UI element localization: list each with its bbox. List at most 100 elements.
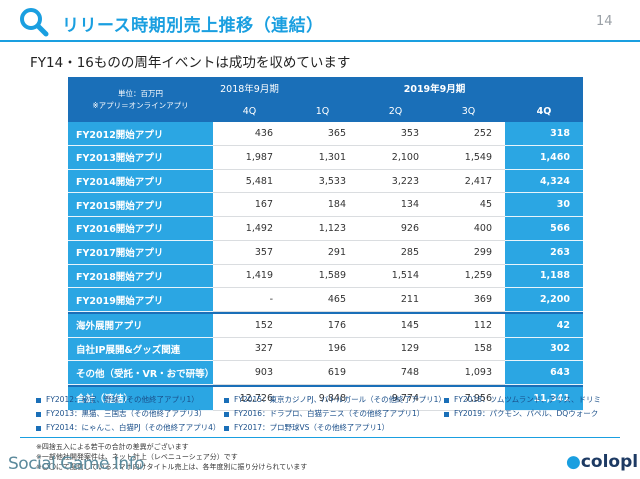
legend-column-2: FY2015：東京カジノPJ、バトルガール（その他終了アプリ1） FY2016：… [224, 393, 446, 435]
table-cell: - [213, 288, 286, 312]
page-title: リリース時期別売上推移（連結） [62, 16, 324, 36]
table-cell: 353 [359, 122, 432, 147]
table-cell: 369 [432, 288, 505, 312]
table-cell: 436 [213, 122, 286, 147]
legend-item: FY2016：ドラプロ、白猫テニス（その他終了アプリ1） [224, 407, 446, 421]
row-label: FY2013開始アプリ [68, 146, 213, 170]
colopl-logo: ●colopl [566, 452, 638, 472]
table-cell: 327 [213, 337, 286, 362]
total-row: 合計（連結） 12,726 9,848 9,774 7,956 11,341 [68, 384, 583, 411]
footnotes: ※四捨五入による若干の合計の差異がございます ※一部他社開発案件は、ネット計上（… [36, 442, 307, 472]
table-cell: 263 [505, 240, 583, 265]
legend-item: FY2018：ツムツムランド、アリス、ドリミ [444, 393, 601, 407]
table-cell: 619 [286, 361, 359, 385]
legend-column-1: FY2012：秘宝、野球（その他終了アプリ1） FY2013：黒猫、三国志（その… [36, 393, 220, 435]
table-cell: 299 [432, 240, 505, 265]
table-row: 自社IP展開&グッズ関連 327 196 129 158 302 [68, 337, 583, 362]
bullet-square-icon [36, 397, 41, 403]
table-cell: 3,533 [286, 169, 359, 194]
table-cell: 184 [286, 193, 359, 218]
table-cell: 1,419 [213, 264, 286, 289]
table-cell: 252 [432, 122, 505, 147]
quarter-header: 2Q [359, 99, 432, 123]
table-cell: 1,093 [432, 361, 505, 385]
watermark: Social Game Info [8, 454, 145, 474]
unit-note: ※アプリ＝オンラインアプリ [92, 100, 189, 110]
sales-table: 単位：百万円 ※アプリ＝オンラインアプリ 2018年9月期 2019年9月期 4… [68, 77, 583, 411]
table-row: FY2014開始アプリ 5,481 3,533 3,223 2,417 4,324 [68, 169, 583, 194]
table-cell: 5,481 [213, 169, 286, 194]
table-cell: 465 [286, 288, 359, 312]
table-cell: 211 [359, 288, 432, 312]
table-cell: 400 [432, 217, 505, 241]
row-label: FY2019開始アプリ [68, 288, 213, 312]
table-cell: 1,492 [213, 217, 286, 241]
table-cell: 152 [213, 311, 286, 338]
bullet-square-icon [224, 425, 229, 431]
bullet-square-icon [224, 411, 229, 417]
year-2018-header: 2018年9月期 [213, 77, 286, 100]
table-cell: 3,223 [359, 169, 432, 194]
table-cell: 926 [359, 217, 432, 241]
bullet-square-icon [444, 411, 449, 417]
table-cell: 158 [432, 337, 505, 362]
slide-subtitle: FY14・16ものの周年イベントは成功を収めています [30, 55, 351, 71]
table-cell: 285 [359, 240, 432, 265]
quarter-header: 4Q [505, 99, 583, 123]
table-cell: 302 [505, 337, 583, 362]
table-cell: 42 [505, 311, 583, 338]
bullet-square-icon [444, 397, 449, 403]
bullet-square-icon [36, 425, 41, 431]
year-2019-header: 2019年9月期 [286, 77, 583, 100]
table-cell: 112 [432, 311, 505, 338]
unit-header: 単位：百万円 ※アプリ＝オンラインアプリ [68, 77, 213, 123]
row-label: FY2015開始アプリ [68, 193, 213, 218]
table-cell: 1,549 [432, 146, 505, 170]
table-cell: 9,774 [359, 384, 432, 411]
table-cell: 365 [286, 122, 359, 147]
logo-mark-icon: ● [566, 452, 581, 472]
table-cell: 643 [505, 361, 583, 385]
row-label: その他（受託・VR・おで研等） [68, 361, 214, 385]
footer-divider [20, 437, 620, 438]
table-cell: 11,341 [505, 384, 583, 411]
legend-item: FY2014：にゃんこ、白猫PJ（その他終了アプリ4） [36, 421, 220, 435]
table-cell: 566 [505, 217, 583, 241]
bullet-square-icon [224, 397, 229, 403]
table-row: FY2017開始アプリ 357 291 285 299 263 [68, 240, 583, 265]
table-cell: 318 [505, 122, 583, 147]
legend-column-3: FY2018：ツムツムランド、アリス、ドリミ FY2019：パクモン、パペル、D… [444, 393, 601, 421]
footnote: ※四捨五入による若干の合計の差異がございます [36, 443, 189, 451]
table-cell: 1,188 [505, 264, 583, 289]
legend-item: FY2015：東京カジノPJ、バトルガール（その他終了アプリ1） [224, 393, 446, 407]
table-cell: 1,589 [286, 264, 359, 289]
table-cell: 9,848 [286, 384, 359, 411]
table-row: FY2016開始アプリ 1,492 1,123 926 400 566 [68, 217, 583, 241]
legend-item: FY2013：黒猫、三国志（その他終了アプリ3） [36, 407, 220, 421]
table-cell: 129 [359, 337, 432, 362]
table-cell: 167 [213, 193, 286, 218]
row-label: FY2017開始アプリ [68, 240, 213, 265]
table-cell: 1,460 [505, 146, 583, 170]
legend-item: FY2017：プロ野球VS（その他終了アプリ1） [224, 421, 446, 435]
unit-label: 単位：百万円 [118, 88, 163, 98]
table-cell: 903 [213, 361, 286, 385]
row-label: 海外展開アプリ [68, 311, 213, 338]
table-cell: 357 [213, 240, 286, 265]
table-cell: 145 [359, 311, 432, 338]
table-cell: 1,259 [432, 264, 505, 289]
bullet-square-icon [36, 411, 41, 417]
title-divider [0, 40, 640, 42]
logo-text: colopl [580, 452, 639, 472]
table-cell: 196 [286, 337, 359, 362]
footnote: ※〇〇にて配信しているスマホ向けタイトル売上は、各年度別に振り分けられています [36, 463, 308, 471]
table-cell: 1,301 [286, 146, 359, 170]
table-cell: 291 [286, 240, 359, 265]
table-cell: 2,200 [505, 288, 583, 312]
table-row: 海外展開アプリ 152 176 145 112 42 [68, 311, 583, 338]
table-row: FY2019開始アプリ -465 211 369 2,200 [68, 288, 583, 312]
legend-item: FY2012：秘宝、野球（その他終了アプリ1） [36, 393, 220, 407]
table-row: FY2018開始アプリ 1,419 1,589 1,514 1,259 1,188 [68, 264, 583, 289]
table-cell: 134 [359, 193, 432, 218]
row-label: 自社IP展開&グッズ関連 [68, 337, 213, 362]
